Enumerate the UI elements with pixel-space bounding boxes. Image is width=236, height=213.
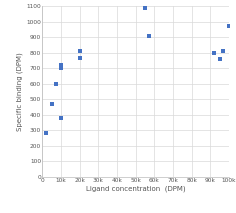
Point	[147, 34, 151, 37]
Point	[78, 56, 82, 59]
Point	[212, 51, 216, 55]
Point	[59, 67, 63, 70]
Point	[59, 63, 63, 67]
Point	[59, 116, 63, 120]
Point	[78, 50, 82, 53]
X-axis label: Ligand concentration  (DPM): Ligand concentration (DPM)	[86, 186, 185, 193]
Point	[218, 57, 222, 61]
Y-axis label: Specific binding (DPM): Specific binding (DPM)	[17, 52, 23, 131]
Point	[44, 132, 48, 135]
Point	[50, 102, 54, 106]
Point	[227, 24, 231, 27]
Point	[221, 50, 225, 53]
Point	[55, 82, 58, 86]
Point	[143, 6, 147, 10]
